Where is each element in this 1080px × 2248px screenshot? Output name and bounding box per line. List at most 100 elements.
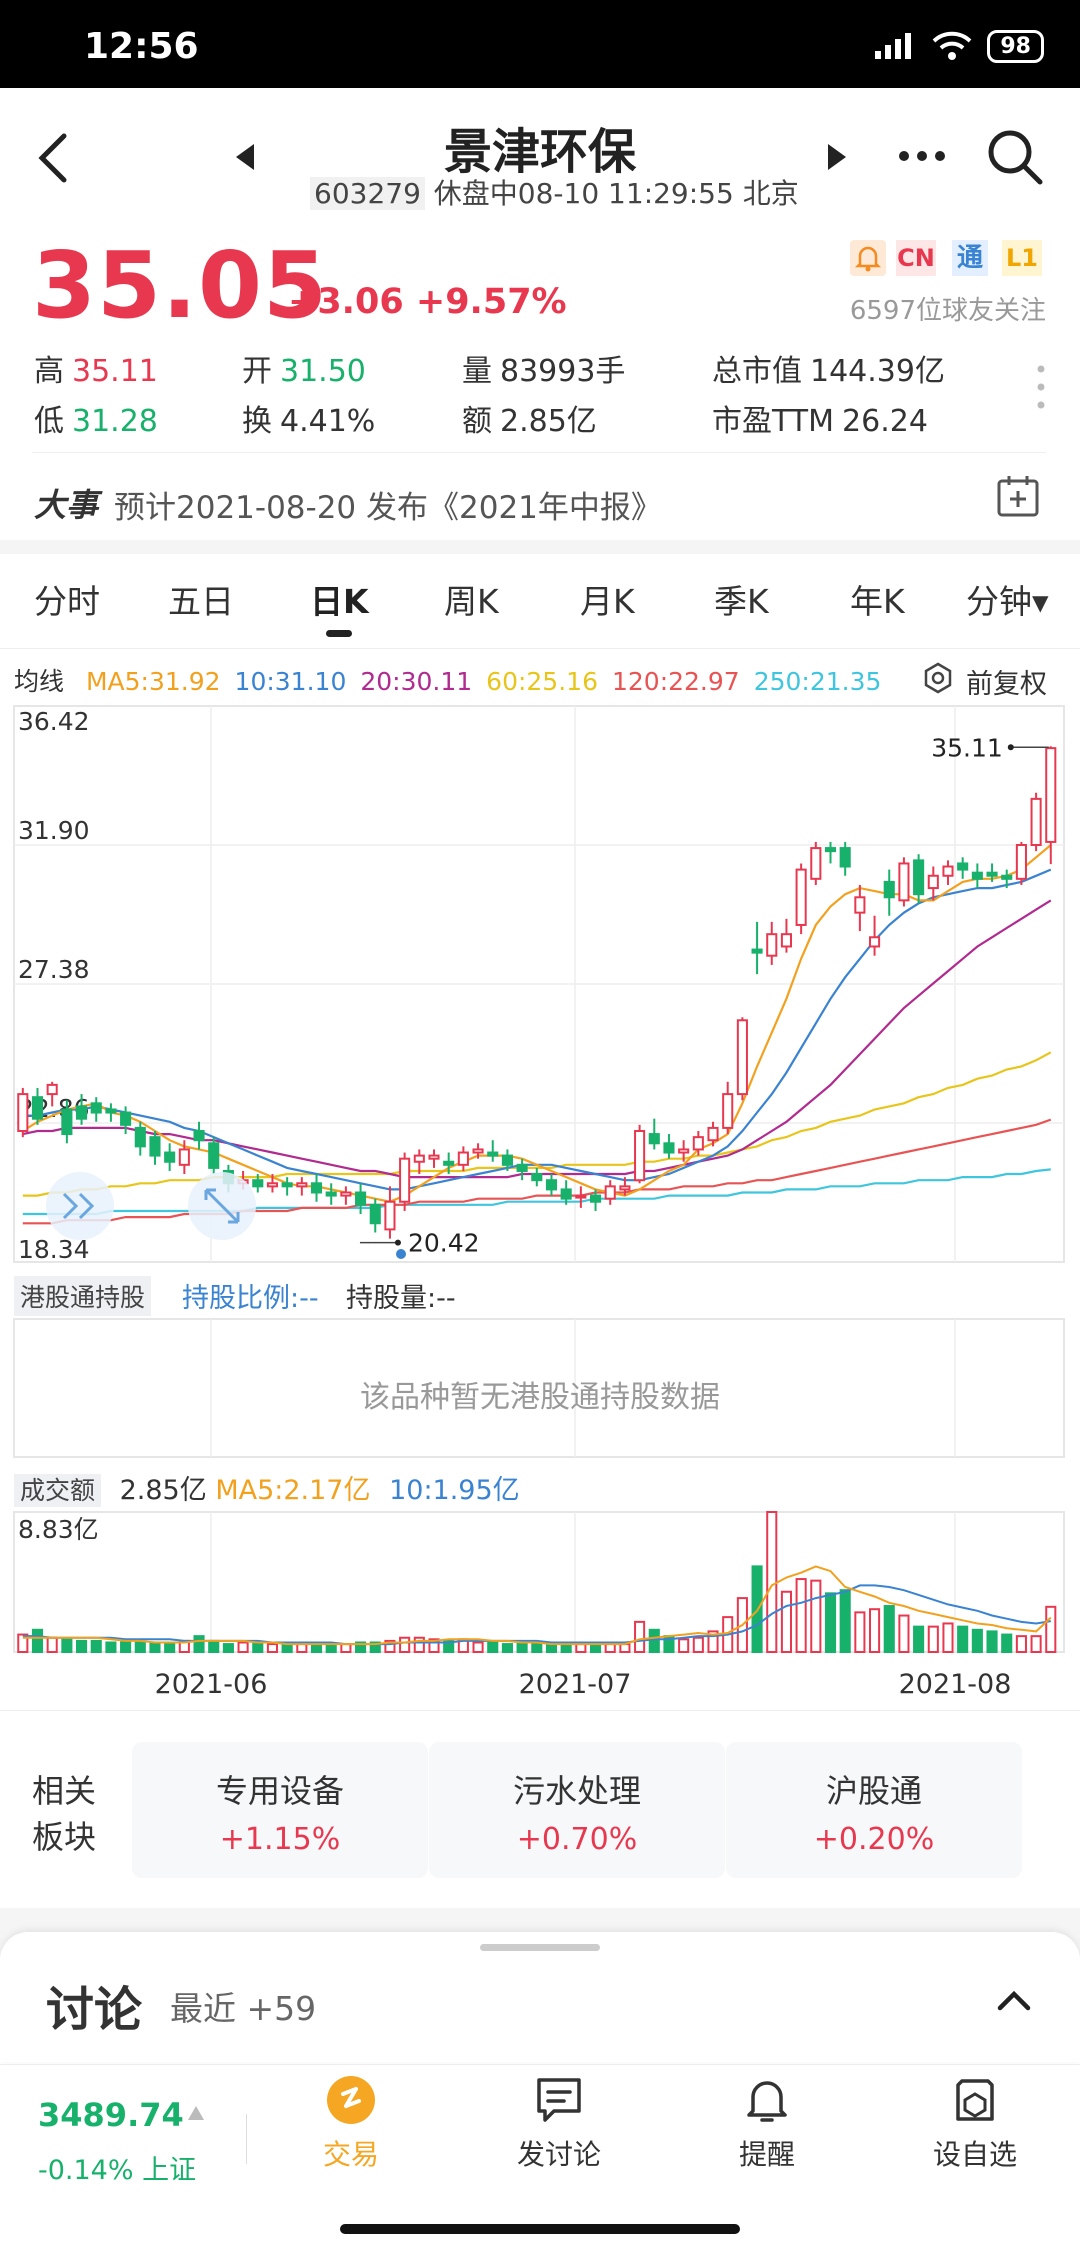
volume-bar (472, 1641, 484, 1653)
back-icon[interactable] (34, 130, 74, 186)
tab-0[interactable]: 分时 (34, 582, 100, 621)
candle (986, 863, 998, 882)
candle (1001, 869, 1013, 889)
tab-7[interactable]: 分钟▾ (966, 582, 1049, 621)
ma-legend-item: 250:21.35 (753, 667, 882, 696)
candle (384, 1186, 396, 1239)
stat-label: 高 (34, 354, 64, 389)
index-value[interactable]: 3489.74 (38, 2096, 184, 2134)
divider (32, 452, 1046, 453)
ma-legend-item: 10:31.10 (234, 667, 347, 696)
fast-forward-icon[interactable] (46, 1172, 114, 1240)
volume-bar (1001, 1633, 1013, 1653)
chevron-up-icon[interactable] (996, 1988, 1032, 2012)
candle (531, 1167, 543, 1187)
quote-stat: 总市值 144.39亿 (712, 346, 945, 390)
candle (795, 863, 807, 935)
candle (428, 1149, 440, 1168)
stat-label: 总市值 (712, 354, 802, 389)
ma10-line (22, 868, 1052, 1191)
sector-card-sewage[interactable]: 污水处理 +0.70% (429, 1742, 725, 1878)
candle (575, 1186, 587, 1208)
candle (957, 857, 969, 879)
volume-bar (164, 1641, 176, 1653)
turnover-chart[interactable]: 8.83亿 2021-06 2021-07 2021-08 (0, 1508, 1080, 1708)
volume-bar (854, 1611, 866, 1654)
candle (648, 1118, 660, 1150)
nav-alert[interactable]: 提醒 (692, 2075, 842, 2173)
settings-hex-icon[interactable] (922, 662, 954, 694)
candle (340, 1186, 352, 1205)
high-price-label: 35.11 (931, 733, 1003, 762)
turnover-value: 2.85亿 (119, 1475, 207, 1506)
sector-card-special-equipment[interactable]: 专用设备 +1.15% (132, 1742, 428, 1878)
discussion-title: 讨论 (46, 1982, 143, 2038)
volume-bar (1030, 1635, 1042, 1653)
nav-watchlist[interactable]: 设自选 (900, 2075, 1050, 2173)
calendar-add-icon[interactable] (996, 474, 1040, 518)
candle (869, 915, 881, 956)
fullscreen-icon[interactable] (188, 1172, 256, 1240)
prev-stock-icon[interactable] (234, 142, 256, 172)
sectors-title: 相关板块 (32, 1772, 97, 1856)
event-text[interactable]: 预计2021-08-20 发布《2021年中报》 (114, 490, 662, 526)
tab-1[interactable]: 五日 (168, 582, 234, 621)
market-session: 休盘中08-10 11:29:55 北京 (433, 177, 799, 210)
hk-hold-ratio: 持股比例:-- (182, 1283, 319, 1314)
nav-post[interactable]: 发讨论 (484, 2075, 634, 2173)
volume-bar (266, 1643, 279, 1653)
discussion-drawer[interactable] (0, 1932, 1080, 2062)
y-tick-label: 36.42 (18, 707, 90, 736)
stat-label: 市盈TTM (712, 404, 835, 439)
volume-bar (310, 1643, 323, 1653)
sector-card-hk-connect[interactable]: 沪股通 +0.20% (726, 1742, 1022, 1878)
candle (325, 1183, 337, 1205)
divider (0, 648, 1080, 649)
candle (678, 1140, 690, 1162)
volume-bar (369, 1641, 381, 1653)
search-icon[interactable] (986, 128, 1044, 186)
volume-bar (692, 1636, 704, 1654)
stat-label: 低 (34, 404, 64, 439)
candle (824, 841, 837, 864)
tab-3[interactable]: 周K (444, 582, 499, 621)
volume-bar (678, 1638, 690, 1653)
drawer-handle[interactable] (480, 1944, 600, 1951)
discussion-recent: 最近 +59 (170, 1989, 317, 2028)
home-indicator[interactable] (340, 2224, 740, 2234)
tab-2[interactable]: 日K (310, 582, 369, 621)
candle (76, 1094, 88, 1125)
candle (46, 1081, 58, 1107)
adjust-mode[interactable]: 前复权 (966, 669, 1047, 700)
candle (296, 1177, 308, 1196)
battery-indicator: 98 (987, 29, 1044, 63)
alert-bell-icon[interactable] (850, 240, 886, 276)
volume-bar (1045, 1605, 1057, 1653)
followers-count: 6597位球友关注 (849, 296, 1046, 326)
volume-bar (46, 1636, 58, 1654)
candle (971, 863, 983, 889)
candle (487, 1140, 499, 1162)
tab-6[interactable]: 年K (850, 582, 905, 621)
candle (736, 1017, 748, 1101)
candle (193, 1121, 205, 1150)
volume-bar (325, 1643, 337, 1653)
expand-stats-icon[interactable] (1036, 364, 1046, 410)
tab-5[interactable]: 季K (714, 582, 769, 621)
volume-bar (516, 1643, 528, 1653)
candle (927, 866, 939, 901)
nav-trade[interactable]: 交易 (276, 2075, 426, 2173)
candle (663, 1134, 675, 1159)
volume-bar (589, 1643, 602, 1653)
next-stock-icon[interactable] (826, 142, 848, 172)
stat-label: 换 (242, 404, 272, 439)
volume-bar (281, 1643, 293, 1653)
volume-bar (957, 1625, 969, 1653)
divider (246, 2114, 247, 2164)
more-icon[interactable] (898, 148, 946, 164)
tab-4[interactable]: 月K (580, 582, 635, 621)
price-change: +3.06 +9.57% (288, 282, 567, 322)
volume-bar (340, 1643, 352, 1653)
divider (0, 1710, 1080, 1711)
